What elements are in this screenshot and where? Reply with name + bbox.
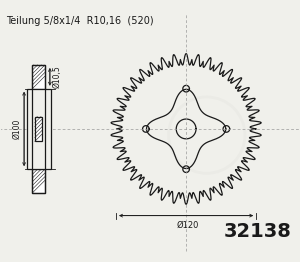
Text: Ø100: Ø100	[12, 119, 21, 139]
Text: Teilung 5/8x1/4  R10,16  (520): Teilung 5/8x1/4 R10,16 (520)	[6, 16, 154, 26]
Bar	[35, 117, 42, 141]
Bar	[32, 65, 45, 89]
Bar	[27, 89, 50, 169]
Text: 32138: 32138	[223, 222, 291, 241]
Text: Ø10,5: Ø10,5	[53, 66, 62, 88]
Text: Ø120: Ø120	[177, 221, 200, 230]
Bar	[32, 65, 45, 193]
Bar	[32, 169, 45, 193]
